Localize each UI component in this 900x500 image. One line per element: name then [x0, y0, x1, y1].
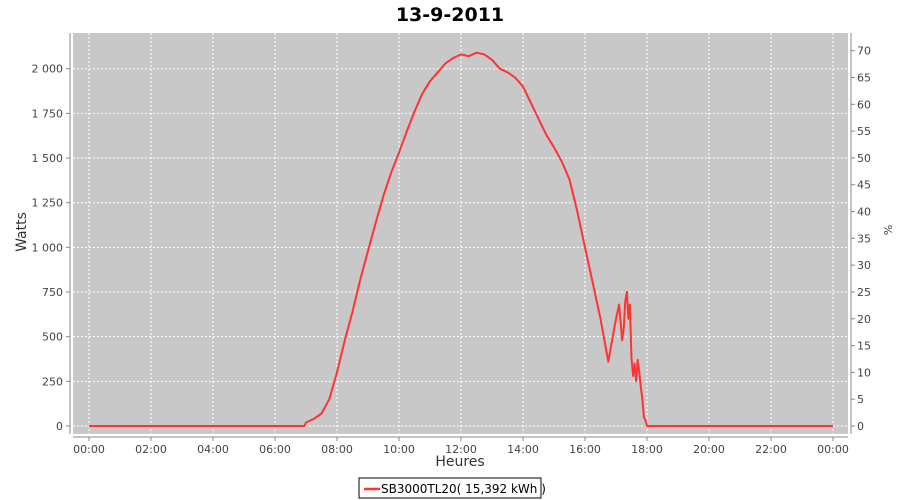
- legend-box: [358, 477, 542, 499]
- x-tick-label: 04:00: [197, 443, 229, 456]
- y-tick-label: 500: [42, 331, 63, 344]
- y2-tick-label: 20: [857, 313, 871, 326]
- y2-tick-label: 55: [857, 125, 871, 138]
- y-axis-right: 0 5 10 15 20 25 30 35 40 45 50 55 60 65 70: [851, 45, 871, 433]
- x-tick-label: 10:00: [383, 443, 415, 456]
- y2-tick-label: 70: [857, 45, 871, 58]
- x-tick-label: 18:00: [631, 443, 663, 456]
- y2-tick-label: 10: [857, 366, 871, 379]
- y-tick-label: 250: [42, 375, 63, 388]
- x-tick-label: 00:00: [817, 443, 849, 456]
- legend-label: SB3000TL20( 15,392 kWh ): [381, 482, 546, 496]
- y2-tick-label: 25: [857, 286, 871, 299]
- chart-title: 13-9-2011: [396, 4, 504, 26]
- y2-axis-label: %: [881, 225, 894, 235]
- y-tick-label: 1 500: [32, 152, 64, 165]
- y2-tick-label: 60: [857, 98, 871, 111]
- series-layer: [89, 51, 833, 427]
- y2-tick-label: 50: [857, 152, 871, 165]
- y2-tick-label: 30: [857, 259, 871, 272]
- y-tick-label: 750: [42, 286, 63, 299]
- x-tick-label: 02:00: [135, 443, 167, 456]
- series-line: [89, 51, 833, 427]
- y2-tick-label: 65: [857, 72, 871, 85]
- y2-tick-label: 5: [857, 393, 864, 406]
- x-tick-label: 12:00: [445, 443, 477, 456]
- y2-tick-label: 40: [857, 206, 871, 219]
- x-tick-label: 14:00: [507, 443, 539, 456]
- grid: [73, 33, 848, 434]
- x-tick-label: 08:00: [321, 443, 353, 456]
- y-tick-label: 1 000: [32, 241, 64, 254]
- y-tick-label: 1 250: [32, 197, 64, 210]
- legend: SB3000TL20( 15,392 kWh ): [358, 477, 546, 499]
- x-tick-label: 22:00: [755, 443, 787, 456]
- y-tick-label: 0: [56, 420, 63, 433]
- y2-tick-label: 35: [857, 232, 871, 245]
- x-tick-label: 20:00: [693, 443, 725, 456]
- y2-tick-label: 15: [857, 340, 871, 353]
- y2-tick-label: 45: [857, 179, 871, 192]
- x-axis: 00:00 02:00 04:00 06:00 08:00 10:00 12:00 14:00…: [73, 437, 849, 456]
- x-tick-label: 16:00: [569, 443, 601, 456]
- y-axis-label: Watts: [14, 212, 30, 252]
- y-tick-label: 1 750: [32, 107, 64, 120]
- y-axis-left: 0 250 500 750 1 000 1 250 1 500 1 750 2 000: [32, 63, 70, 433]
- x-tick-label: 06:00: [259, 443, 291, 456]
- x-axis-label: Heures: [435, 454, 484, 470]
- y2-tick-label: 0: [857, 420, 864, 433]
- y-tick-label: 2 000: [32, 63, 64, 76]
- x-tick-label: 00:00: [73, 443, 105, 456]
